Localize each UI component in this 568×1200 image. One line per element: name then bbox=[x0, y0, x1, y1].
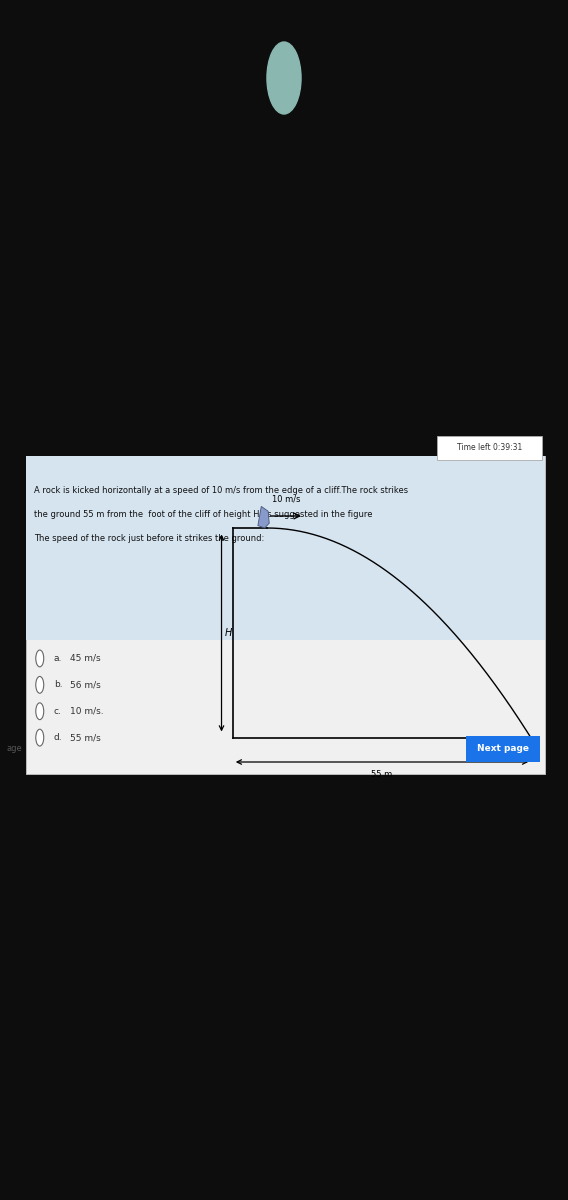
Circle shape bbox=[267, 42, 301, 114]
Text: the ground 55 m from the  foot of the cliff of height H as suggested in the figu: the ground 55 m from the foot of the cli… bbox=[34, 510, 373, 518]
Text: age: age bbox=[7, 744, 23, 754]
Text: c.: c. bbox=[54, 707, 62, 715]
Bar bbox=[26, 456, 545, 641]
Text: 10 m/s.: 10 m/s. bbox=[70, 707, 103, 715]
Text: b.: b. bbox=[54, 680, 62, 689]
Bar bbox=[26, 456, 545, 774]
Text: 56 m/s: 56 m/s bbox=[70, 680, 101, 689]
Text: d.: d. bbox=[54, 733, 62, 742]
Text: 55 m: 55 m bbox=[371, 770, 392, 780]
Circle shape bbox=[36, 730, 44, 746]
Circle shape bbox=[36, 703, 44, 720]
Text: 45 m/s: 45 m/s bbox=[70, 654, 101, 662]
Text: Time left 0:39:31: Time left 0:39:31 bbox=[457, 443, 523, 452]
Text: Next page: Next page bbox=[477, 744, 529, 754]
Text: 55 m/s: 55 m/s bbox=[70, 733, 101, 742]
Text: H: H bbox=[224, 628, 232, 638]
Text: A rock is kicked horizontally at a speed of 10 m/s from the edge of a cliff.The : A rock is kicked horizontally at a speed… bbox=[34, 486, 408, 494]
Text: a.: a. bbox=[54, 654, 62, 662]
Text: The speed of the rock just before it strikes the ground:: The speed of the rock just before it str… bbox=[34, 534, 264, 542]
Circle shape bbox=[36, 677, 44, 694]
Bar bbox=[437, 436, 542, 460]
Text: 10 m/s: 10 m/s bbox=[272, 494, 300, 504]
Circle shape bbox=[36, 650, 44, 667]
Bar bbox=[466, 736, 540, 762]
Polygon shape bbox=[258, 506, 269, 528]
